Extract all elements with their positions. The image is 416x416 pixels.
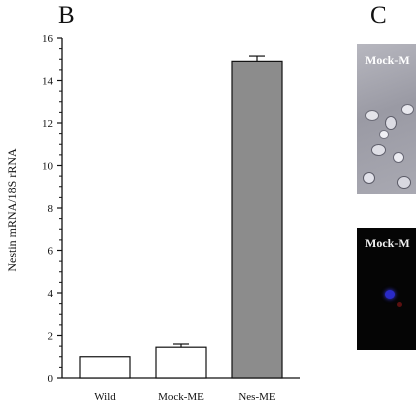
cell-shape: [401, 104, 414, 115]
y-tick-label: 2: [48, 331, 54, 343]
x-tick-label: Nes-ME: [238, 391, 276, 403]
y-tick-label: 16: [42, 33, 54, 45]
y-tick-label: 8: [48, 203, 54, 215]
cytoplasm-shape: [397, 302, 402, 307]
x-tick-label: Wild: [94, 391, 116, 403]
panel-label-c: C: [370, 2, 387, 29]
y-tick-label: 6: [48, 246, 54, 258]
bar-wild: [79, 356, 131, 379]
panel-label-b: B: [58, 2, 75, 29]
bar-nes-me: [231, 60, 283, 379]
cell-shape: [385, 116, 397, 130]
y-tick-label: 0: [48, 373, 54, 385]
y-tick-label: 14: [42, 76, 54, 88]
cell-shape: [365, 110, 379, 121]
y-tick-label: 10: [42, 161, 54, 173]
cell-shape: [397, 176, 411, 189]
micrograph-fluorescence: Mock-M: [357, 228, 416, 350]
micrograph-label-top: Mock-M: [365, 53, 410, 67]
y-tick-label: 4: [48, 288, 54, 300]
cell-shape: [363, 172, 375, 184]
chart-bars: [79, 55, 283, 379]
x-tick-label: Mock-ME: [158, 391, 204, 403]
y-tick-label: 12: [42, 118, 53, 130]
chart-ticks: 0 2 4 6 8 10 12 14 16 Wild Mock-ME Nes-ME: [42, 33, 276, 403]
cell-shape: [379, 130, 389, 139]
nucleus-shape: [385, 290, 395, 299]
bar-mock-me: [155, 346, 207, 379]
cell-shape: [393, 152, 404, 163]
y-axis-label: Nestin mRNA/18S rRNA: [5, 148, 19, 272]
micrograph-label-bottom: Mock-M: [365, 236, 410, 250]
micrograph-phase-contrast: Mock-M: [357, 44, 416, 194]
cell-shape: [371, 144, 386, 156]
